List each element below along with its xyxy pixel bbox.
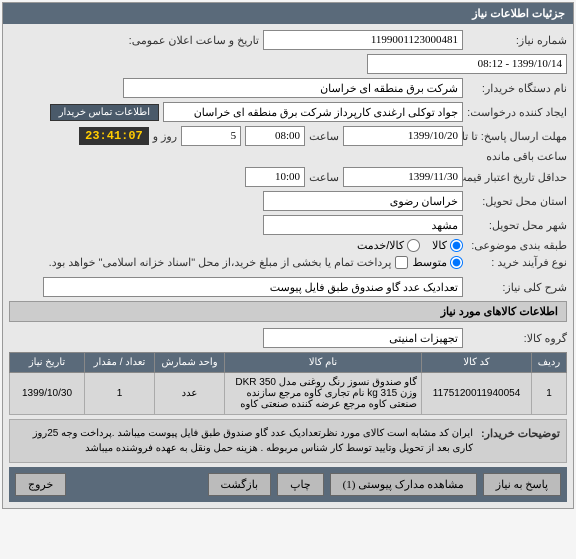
deadline-send-time (245, 126, 305, 146)
city-label: شهر محل تحویل: (467, 219, 567, 232)
goods-group-label: گروه کالا: (467, 332, 567, 345)
th-row: ردیف (532, 353, 567, 373)
action-bar: پاسخ به نیاز مشاهده مدارک پیوستی (1) چاپ… (9, 467, 567, 502)
th-date: تاریخ نیاز (10, 353, 85, 373)
contact-buyer-button[interactable]: اطلاعات تماس خریدار (50, 104, 159, 121)
announce-label: تاریخ و ساعت اعلان عمومی: (129, 34, 259, 47)
buy-type-mid-label: متوسط (412, 256, 447, 269)
back-button[interactable]: بازگشت (208, 473, 272, 496)
city-input (263, 215, 463, 235)
cat-service-option[interactable]: کالا/خدمت (357, 239, 420, 252)
goods-section-title: اطلاعات کالاهای مورد نیاز (9, 301, 567, 322)
buyer-desc-box: توضیحات خریدار: ایران کد مشابه است کالای… (9, 419, 567, 463)
cat-goods-radio[interactable] (450, 239, 463, 252)
days-label: روز و (153, 130, 177, 143)
cat-service-radio[interactable] (407, 239, 420, 252)
cell-unit: عدد (155, 373, 225, 415)
countdown-timer: 23:41:07 (79, 127, 149, 145)
th-unit: واحد شمارش (155, 353, 225, 373)
cat-service-label: کالا/خدمت (357, 239, 404, 252)
payment-note-text: پرداخت تمام یا بخشی از مبلغ خرید،از محل … (49, 256, 392, 269)
cell-code: 1175120011940054 (422, 373, 532, 415)
payment-note-group: پرداخت تمام یا بخشی از مبلغ خرید،از محل … (49, 256, 409, 269)
category-radio-group: کالا کالا/خدمت (357, 239, 463, 252)
buy-type-mid-radio[interactable] (450, 256, 463, 269)
th-qty: تعداد / مقدار (85, 353, 155, 373)
respond-button[interactable]: پاسخ به نیاز (483, 473, 561, 496)
need-desc-input (43, 277, 463, 297)
credit-deadline-label: حداقل تاریخ اعتبار قیمت: تا تاریخ: (467, 171, 567, 184)
goods-table: ردیف کد کالا نام کالا واحد شمارش تعداد /… (9, 352, 567, 415)
panel-body: شماره نیاز: تاریخ و ساعت اعلان عمومی: نا… (3, 24, 573, 508)
deadline-send-label: مهلت ارسال پاسخ: تا تاریخ: (467, 130, 567, 143)
buy-type-group: متوسط (412, 256, 463, 269)
th-name: نام کالا (225, 353, 422, 373)
buyer-desc-label: توضیحات خریدار: (481, 426, 560, 456)
credit-deadline-time (245, 167, 305, 187)
cell-row: 1 (532, 373, 567, 415)
buyer-org-input (123, 78, 463, 98)
days-left (181, 126, 241, 146)
time-label-2: ساعت (309, 171, 339, 184)
need-no-label: شماره نیاز: (467, 34, 567, 47)
cell-date: 1399/10/30 (10, 373, 85, 415)
cat-goods-option[interactable]: کالا (432, 239, 463, 252)
goods-group-input (263, 328, 463, 348)
category-label: طبقه بندی موضوعی: (467, 239, 567, 252)
buy-type-mid-option[interactable]: متوسط (412, 256, 463, 269)
need-desc-label: شرح کلی نیاز: (467, 281, 567, 294)
buyer-desc-text: ایران کد مشابه است کالای مورد نظرتعدادیک… (16, 426, 473, 456)
need-no-input (263, 30, 463, 50)
attachments-button[interactable]: مشاهده مدارک پیوستی (1) (330, 473, 477, 496)
credit-deadline-date (343, 167, 463, 187)
exit-button[interactable]: خروج (15, 473, 66, 496)
province-label: استان محل تحویل: (467, 195, 567, 208)
panel-title: جزئیات اطلاعات نیاز (3, 3, 573, 24)
deadline-send-date (343, 126, 463, 146)
need-details-panel: جزئیات اطلاعات نیاز شماره نیاز: تاریخ و … (2, 2, 574, 509)
table-row: 1 1175120011940054 گاو صندوق نسوز رنگ رو… (10, 373, 567, 415)
creator-label: ایجاد کننده درخواست: (467, 106, 567, 119)
remaining-label: ساعت باقی مانده (486, 150, 567, 163)
province-input (263, 191, 463, 211)
time-label-1: ساعت (309, 130, 339, 143)
cell-qty: 1 (85, 373, 155, 415)
print-button[interactable]: چاپ (277, 473, 324, 496)
table-header-row: ردیف کد کالا نام کالا واحد شمارش تعداد /… (10, 353, 567, 373)
buy-type-label: نوع فرآیند خرید : (467, 256, 567, 269)
cat-goods-label: کالا (432, 239, 447, 252)
buyer-org-label: نام دستگاه خریدار: (467, 82, 567, 95)
cell-name: گاو صندوق نسوز رنگ روغنی مدل 350 DKR وزن… (225, 373, 422, 415)
announce-input (367, 54, 567, 74)
th-code: کد کالا (422, 353, 532, 373)
payment-note-checkbox[interactable] (395, 256, 408, 269)
creator-input (163, 102, 463, 122)
